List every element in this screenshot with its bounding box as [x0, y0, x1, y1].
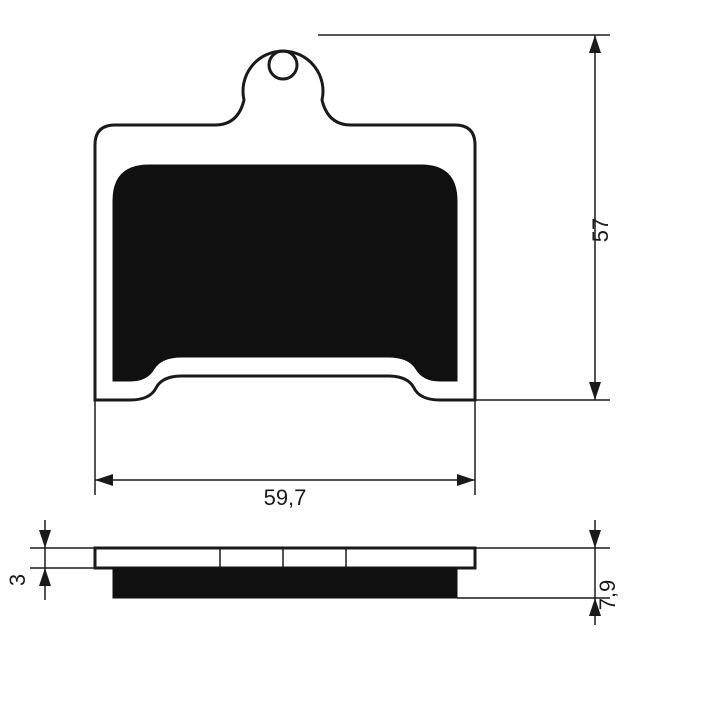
front-view [95, 51, 475, 400]
friction-pad-side [113, 568, 457, 598]
dim-height: 57 [588, 35, 613, 400]
dim-plate-thickness: 3 [5, 520, 51, 600]
side-view [95, 548, 475, 598]
dim-plate-thickness-label: 3 [5, 574, 30, 586]
drawing-canvas: 57 59,7 7,9 3 [0, 0, 724, 724]
dim-width-label: 59,7 [264, 485, 307, 510]
friction-pad-front [113, 165, 457, 381]
dim-width: 59,7 [95, 474, 475, 510]
dim-total-thickness-label: 7,9 [595, 580, 620, 611]
dim-height-label: 57 [588, 218, 613, 242]
dim-total-thickness: 7,9 [589, 520, 620, 625]
backplate-side [95, 548, 475, 568]
mounting-hole [269, 51, 297, 79]
